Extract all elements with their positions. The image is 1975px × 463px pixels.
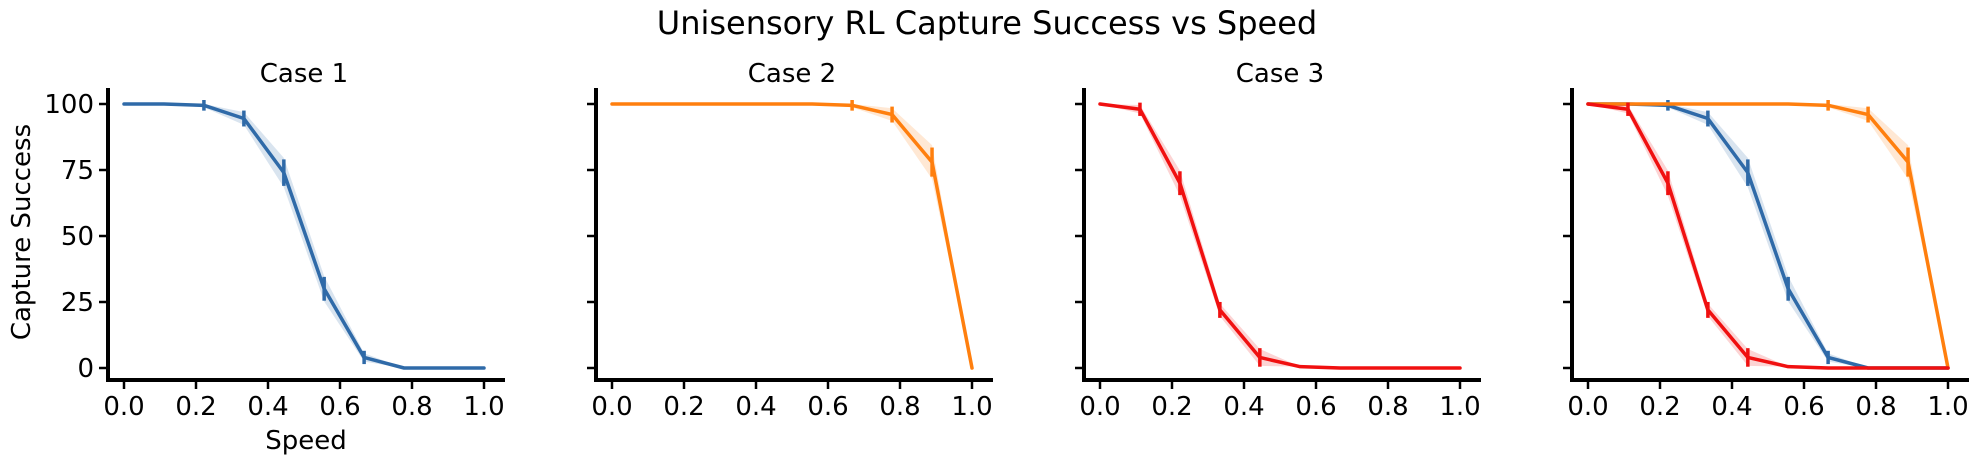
data-point [731,103,733,105]
data-point [1867,367,1869,369]
panel-1: Case 1 0 25 50 75 100 0.0 0.2 0.4 0.6 0.8 1.0 [44,59,505,422]
x-tick-label: 0.6 [807,392,848,422]
figure-title: Unisensory RL Capture Success vs Speed [657,4,1317,42]
x-tick-label: 0.0 [1079,392,1120,422]
series-path [610,102,974,370]
x-tick-label: 0.4 [1223,392,1264,422]
data-point [1947,367,1949,369]
panel-title: Case 1 [260,59,348,89]
data-point [1339,367,1341,369]
panel-3: Case 3 0.0 0.2 0.4 0.6 0.8 1.0 [1075,59,1481,422]
x-tick-label: 0.0 [591,392,632,422]
x-tick-label: 0.8 [391,392,432,422]
data-point [971,367,973,369]
series-path [122,102,486,370]
data-point [691,103,693,105]
data-point [1787,366,1789,368]
series-line [122,100,486,370]
x-tick-label: 0.8 [879,392,920,422]
data-point [1907,367,1909,369]
y-tick-label: 75 [61,156,94,186]
series-band [1100,104,1460,368]
series-path [1586,102,1950,370]
data-point [1827,367,1829,369]
panel-title: Case 3 [1236,59,1324,89]
x-tick-label: 0.4 [247,392,288,422]
y-tick-label: 25 [61,288,94,318]
x-tick-label: 0.0 [1567,392,1608,422]
data-point [483,367,485,369]
series-line [1586,102,1950,370]
data-point [443,367,445,369]
series-line [610,100,974,370]
data-point [651,103,653,105]
panel-title: Case 2 [748,59,836,89]
x-tick-label: 1.0 [951,392,992,422]
series-path [1586,102,1950,370]
x-tick-label: 0.8 [1855,392,1896,422]
y-tick-label: 0 [77,354,94,384]
data-point [1707,103,1709,105]
y-tick-label: 50 [61,222,94,252]
x-tick-label: 0.2 [1151,392,1192,422]
x-tick-label: 0.2 [1639,392,1680,422]
data-point [1667,103,1669,105]
x-tick-label: 0.0 [103,392,144,422]
series-line [1586,100,1950,370]
x-tick-label: 0.6 [319,392,360,422]
data-point [1419,367,1421,369]
data-point [1459,367,1461,369]
x-tick-label: 0.6 [1295,392,1336,422]
data-point [1587,103,1589,105]
x-tick-label: 0.4 [1711,392,1752,422]
data-point [1787,103,1789,105]
y-axis-label: Capture Success [7,124,37,340]
x-tick-label: 0.2 [175,392,216,422]
data-point [163,103,165,105]
panel-2: Case 2 0.0 0.2 0.4 0.6 0.8 1.0 [587,59,993,422]
data-point [1299,366,1301,368]
series-line [1098,102,1462,370]
data-point [123,103,125,105]
data-point [403,367,405,369]
x-tick-label: 1.0 [1439,392,1480,422]
data-point [1747,103,1749,105]
x-tick-label: 0.4 [735,392,776,422]
data-point [811,103,813,105]
x-tick-label: 1.0 [463,392,504,422]
data-point [611,103,613,105]
x-tick-label: 1.0 [1927,392,1968,422]
x-tick-label: 0.6 [1783,392,1824,422]
series-path [1098,102,1462,370]
x-tick-label: 0.8 [1367,392,1408,422]
x-tick-label: 0.2 [663,392,704,422]
data-point [771,103,773,105]
panel-4: 0.0 0.2 0.4 0.6 0.8 1.0 [1563,88,1969,422]
x-axis-label: Speed [265,426,347,456]
data-point [1379,367,1381,369]
y-tick-label: 100 [44,90,94,120]
data-point [1099,103,1101,105]
